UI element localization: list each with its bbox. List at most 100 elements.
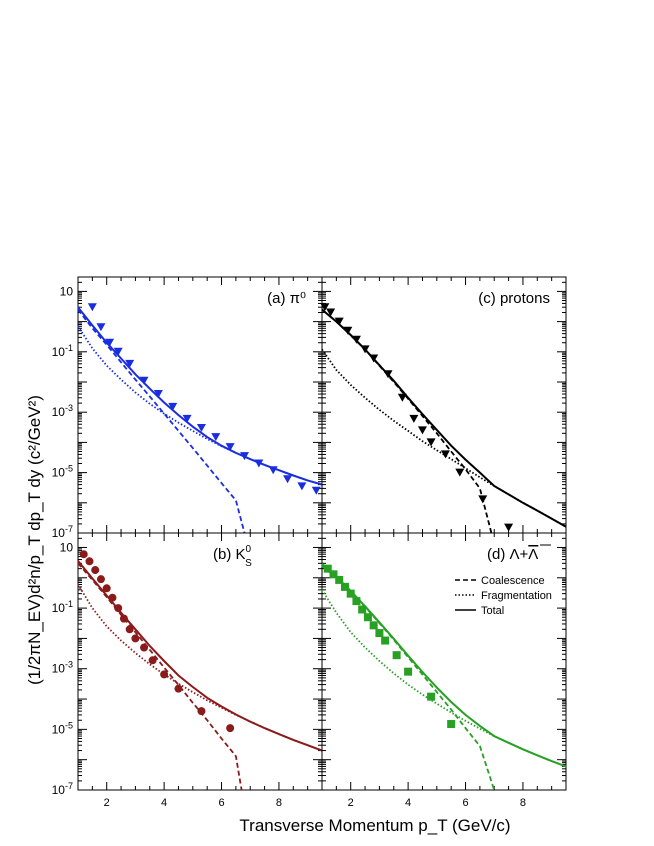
data-point: [404, 667, 413, 676]
data-point: [105, 338, 115, 347]
data-point: [369, 354, 379, 363]
data-point: [87, 303, 97, 312]
data-point: [268, 466, 278, 475]
data-point: [125, 359, 135, 368]
data-point: [363, 613, 372, 622]
y-axis-label: (1/2πN_EV)d²n/p_T dp_T dy (c²/GeV²): [25, 395, 44, 685]
panel-label: (b) K0 S: [213, 544, 252, 569]
data-point: [160, 670, 169, 679]
data-point: [140, 643, 149, 652]
curve-total: [321, 563, 567, 768]
panel-a-frame: [77, 276, 323, 534]
panel-c-frame: [321, 276, 567, 534]
curve-total: [77, 306, 323, 486]
panel-a: 10 10-1 10-3 10-5 10-7 (a) π⁰: [52, 276, 323, 540]
panel-d-frame: [321, 532, 567, 791]
data-point: [352, 597, 361, 606]
data-point: [426, 438, 436, 447]
x-tick-label: 2: [348, 797, 354, 809]
y-tick-label: 10-7: [52, 524, 73, 540]
x-tick-label: 4: [405, 797, 411, 809]
data-point: [326, 308, 336, 317]
data-point: [320, 303, 330, 312]
data-point: [504, 523, 514, 532]
data-point: [343, 326, 353, 335]
y-tick-label: 10-1: [52, 343, 73, 359]
x-tick-label: 6: [462, 797, 468, 809]
data-point: [346, 589, 355, 598]
data-point: [239, 452, 249, 461]
data-point: [455, 468, 465, 477]
data-point: [197, 707, 206, 716]
data-point: [96, 575, 105, 584]
data-point: [323, 564, 332, 573]
data-point: [153, 390, 163, 399]
legend-label: Fragmentation: [481, 590, 552, 602]
data-point: [131, 634, 140, 643]
y-tick-label: 10: [60, 284, 74, 298]
curve-coalescence: [321, 308, 493, 534]
data-point: [283, 475, 293, 484]
data-point: [148, 656, 157, 665]
data-point: [360, 345, 370, 354]
data-point: [409, 414, 419, 423]
data-point: [113, 347, 123, 356]
data-point: [383, 370, 393, 379]
y-tick-label: 10-3: [52, 660, 73, 676]
data-point: [114, 604, 123, 613]
data-point: [369, 621, 378, 630]
data-point: [119, 614, 128, 623]
legend-label: Coalescence: [481, 575, 545, 587]
data-point: [79, 550, 88, 559]
data-point: [102, 584, 111, 593]
data-point: [351, 335, 361, 344]
data-point: [182, 414, 192, 423]
y-tick-label: 10-7: [52, 781, 73, 797]
curve-fragmentation: [77, 325, 323, 486]
data-point: [392, 651, 401, 660]
data-point: [311, 486, 321, 495]
x-tick-label: 2: [104, 797, 110, 809]
panel-label: (c) protons: [478, 290, 550, 307]
data-point: [254, 459, 264, 468]
data-point: [108, 593, 117, 602]
data-point: [196, 423, 206, 432]
data-point: [168, 402, 178, 411]
data-point: [226, 724, 235, 733]
y-tick-label: 10-1: [52, 599, 73, 615]
curve-total: [77, 560, 323, 752]
curve-coalescence: [77, 562, 243, 791]
data-point: [478, 495, 488, 504]
panel-c: (c) protons: [320, 276, 567, 534]
curve-coalescence: [77, 309, 246, 534]
panel-d: 2 4 6 8 (d) Λ+Λ: [321, 532, 567, 809]
curve-coalescence: [321, 565, 496, 791]
data-point: [375, 629, 384, 638]
data-point: [340, 582, 349, 591]
data-point: [91, 566, 100, 575]
data-point: [334, 317, 344, 326]
data-point: [381, 636, 390, 645]
curve-fragmentation: [321, 589, 567, 768]
panels-group: 10 10-1 10-3 10-5 10-7 (a) π⁰ (c) protons 2 4 6 8 1…: [52, 276, 567, 809]
data-point: [440, 450, 450, 459]
y-tick-label: 10-5: [52, 464, 73, 480]
y-tick-label: 10: [60, 540, 74, 554]
x-tick-label: 8: [520, 797, 526, 809]
data-point: [335, 575, 344, 584]
legend-label: Total: [481, 605, 504, 617]
panel-label: (a) π⁰: [267, 290, 306, 307]
data-point: [96, 323, 106, 332]
data-point: [329, 570, 338, 579]
data-point: [297, 482, 307, 491]
x-axis-label: Transverse Momentum p_T (GeV/c): [239, 816, 510, 835]
data-point: [358, 605, 367, 614]
panel-b: 2 4 6 8 10 10-1 10-3 10-5 10-7 (b) K0 S: [52, 532, 323, 809]
data-point: [427, 692, 436, 701]
x-tick-label: 6: [218, 797, 224, 809]
data-point: [85, 557, 94, 566]
x-tick-label: 4: [161, 797, 167, 809]
data-point: [225, 443, 235, 452]
data-point: [174, 684, 183, 693]
